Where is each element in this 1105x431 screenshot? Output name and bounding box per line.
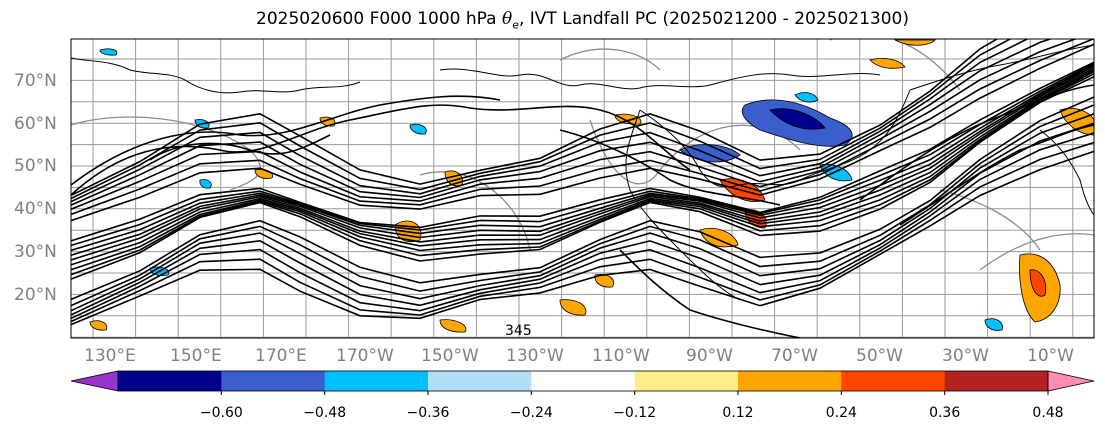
colorbar-extend-max [1047, 370, 1095, 392]
theta-e-contour [899, 124, 1094, 226]
colorbar-segment [634, 371, 739, 391]
theta-e-contour [71, 104, 691, 196]
colorbar-segment [428, 371, 532, 391]
theta-e-contour [559, 129, 781, 206]
theta-e-contours [71, 39, 1094, 338]
contour-label: 345 [505, 323, 532, 339]
title-theta-subscript: e [512, 18, 519, 32]
lat-label: 30°N [14, 242, 57, 262]
colorbar-extend-min [70, 370, 119, 392]
theta-e-contour [71, 67, 1094, 261]
lat-label: 50°N [14, 156, 57, 176]
colorbar-ticks: −0.60 −0.48 −0.36 −0.24 −0.12 0.12 0.24 0.36 0.4… [200, 391, 1064, 421]
colorbar-tick-label: −0.12 [613, 405, 656, 421]
theta-e-contour [71, 96, 1094, 301]
colorbar-segment [944, 371, 1049, 391]
title-theta: θ [501, 9, 513, 29]
colorbar-tick-label: 0.48 [1032, 405, 1063, 421]
title-prefix: 2025020600 F000 1000 hPa [256, 9, 502, 29]
theta-e-contour [71, 63, 1094, 252]
theta-e-contour [71, 65, 1094, 256]
theta-e-contour [71, 39, 1012, 200]
lat-label: 70°N [14, 71, 57, 91]
theta-e-contour [71, 73, 1094, 276]
theta-e-contour [71, 95, 501, 186]
lon-label: 170°E [255, 346, 307, 366]
colorbar-segment [841, 371, 946, 391]
lon-label: 150°E [170, 346, 222, 366]
map-title: 2025020600 F000 1000 hPa θe, IVT Landfal… [0, 9, 1105, 31]
lon-label: 50°W [856, 346, 903, 366]
colorbar-tick-label: 0.36 [929, 405, 960, 421]
theta-e-contour [71, 43, 1094, 222]
theta-e-contour [71, 39, 1078, 211]
theta-e-contour [71, 132, 1094, 320]
theta-e-contour [71, 39, 999, 197]
theta-e-contour [71, 122, 1094, 316]
map-frame [70, 38, 1095, 339]
map-area: 345 [71, 39, 1094, 339]
theta-e-contour [71, 39, 1094, 216]
latitude-labels: 70°N 60°N 50°N 40°N 30°N 20°N [14, 71, 57, 305]
title-suffix: , IVT Landfall PC (2025021200 - 20250213… [518, 9, 909, 29]
lat-label: 60°N [14, 114, 57, 134]
colorbar-frame [117, 370, 1049, 392]
colorbar-segment [531, 371, 636, 391]
lon-label: 130°W [506, 346, 564, 366]
lon-label: 110°W [592, 346, 650, 366]
colorbar-tick-label: −0.24 [510, 405, 553, 421]
lat-label: 20°N [14, 285, 57, 305]
lat-label: 40°N [14, 199, 57, 219]
lon-label: 10°W [1027, 346, 1074, 366]
colorbar-tick-label: −0.60 [200, 405, 243, 421]
lon-label: 170°W [336, 346, 394, 366]
lon-label: 30°W [942, 346, 989, 366]
theta-e-contour [71, 69, 1094, 266]
colorbar-segment [221, 371, 326, 391]
colorbar-segment [118, 371, 222, 391]
colorbar [70, 370, 1095, 392]
theta-e-contour [71, 61, 1094, 242]
colorbar-tick-label: −0.48 [303, 405, 346, 421]
theta-e-contour [619, 249, 801, 338]
lon-label: 70°W [771, 346, 818, 366]
colorbar-tick-label: −0.36 [407, 405, 450, 421]
lon-label: 150°W [421, 346, 479, 366]
theta-e-contour [71, 39, 1053, 206]
theta-e-contour [71, 70, 1094, 271]
lon-label: 90°W [686, 346, 733, 366]
colorbar-tick-label: 0.12 [722, 405, 753, 421]
colorbar-segment [738, 371, 842, 391]
theta-e-contour [71, 150, 1094, 326]
theta-e-contour [71, 141, 1094, 323]
longitude-labels: 130°E 150°E 170°E 170°W 150°W 130°W 110°… [84, 346, 1074, 366]
theta-e-contour [149, 134, 331, 161]
theta-e-contour [859, 84, 1094, 201]
theta-e-contour [71, 62, 1094, 247]
colorbar-segment [324, 371, 429, 391]
theta-e-contour [71, 75, 1094, 280]
colorbar-tick-label: 0.24 [826, 405, 857, 421]
lon-label: 130°E [84, 346, 136, 366]
graticule [71, 39, 1094, 338]
theta-e-contour [71, 113, 1094, 312]
